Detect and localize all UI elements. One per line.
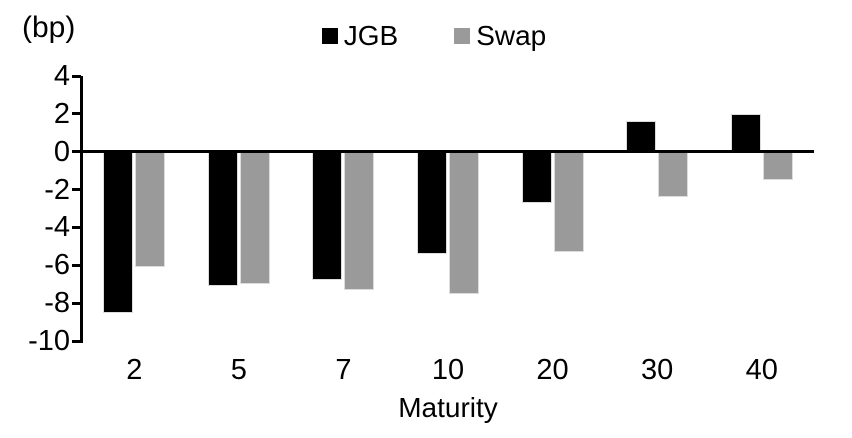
y-tick-label: 4 bbox=[53, 60, 70, 92]
swap-bar bbox=[344, 151, 375, 290]
y-axis-tick bbox=[72, 225, 81, 229]
x-axis-title: Maturity bbox=[398, 392, 498, 423]
x-tick-label: 30 bbox=[640, 354, 674, 386]
y-axis-line bbox=[80, 76, 83, 343]
x-tick-label: 7 bbox=[335, 354, 352, 386]
legend-item-jgb: JGB bbox=[321, 20, 399, 52]
jgb-bar bbox=[312, 151, 343, 281]
x-tick-label: 40 bbox=[745, 354, 778, 386]
y-tick-label: -8 bbox=[44, 287, 70, 320]
y-axis-tick bbox=[72, 112, 81, 116]
y-axis-tick bbox=[72, 339, 81, 343]
x-axis-zero-line bbox=[81, 150, 814, 154]
jgb-legend-label: JGB bbox=[343, 20, 399, 51]
x-tick-label: 5 bbox=[230, 354, 247, 386]
x-tick-label: 2 bbox=[126, 354, 143, 386]
y-axis-tick bbox=[72, 301, 81, 305]
x-tick-label: 20 bbox=[536, 354, 569, 386]
swap-bar bbox=[762, 151, 793, 181]
legend-item-swap: Swap bbox=[454, 20, 546, 52]
jgb-bar bbox=[730, 113, 761, 152]
y-tick-label: 0 bbox=[53, 135, 70, 168]
swap-legend-label: Swap bbox=[476, 20, 547, 51]
jgb-bar bbox=[417, 151, 447, 254]
legend: JGB Swap bbox=[0, 20, 852, 52]
jgb-bar bbox=[207, 151, 238, 287]
y-axis-tick bbox=[72, 150, 81, 154]
swap-bar bbox=[658, 151, 689, 198]
y-axis-unit-label: (bp) bbox=[22, 11, 76, 44]
swap-bar bbox=[135, 151, 166, 268]
y-tick-label: -2 bbox=[44, 173, 70, 206]
x-tick-label: 10 bbox=[431, 354, 465, 386]
y-axis-tick bbox=[72, 188, 81, 192]
y-tick-label: 2 bbox=[53, 97, 70, 130]
swap-bar bbox=[449, 151, 479, 294]
swap-legend-swatch-icon bbox=[454, 28, 471, 44]
y-axis-tick bbox=[72, 74, 81, 78]
jgb-legend-swatch-icon bbox=[321, 28, 338, 44]
jgb-bar bbox=[626, 121, 657, 152]
swap-bar bbox=[239, 151, 270, 285]
swap-bar bbox=[553, 151, 584, 253]
jgb-bar bbox=[521, 151, 552, 203]
jgb-bar bbox=[103, 151, 134, 313]
y-tick-label: -6 bbox=[44, 249, 70, 282]
y-tick-label: -10 bbox=[28, 325, 70, 357]
y-tick-label: -4 bbox=[44, 211, 70, 244]
y-axis-tick bbox=[72, 263, 81, 267]
